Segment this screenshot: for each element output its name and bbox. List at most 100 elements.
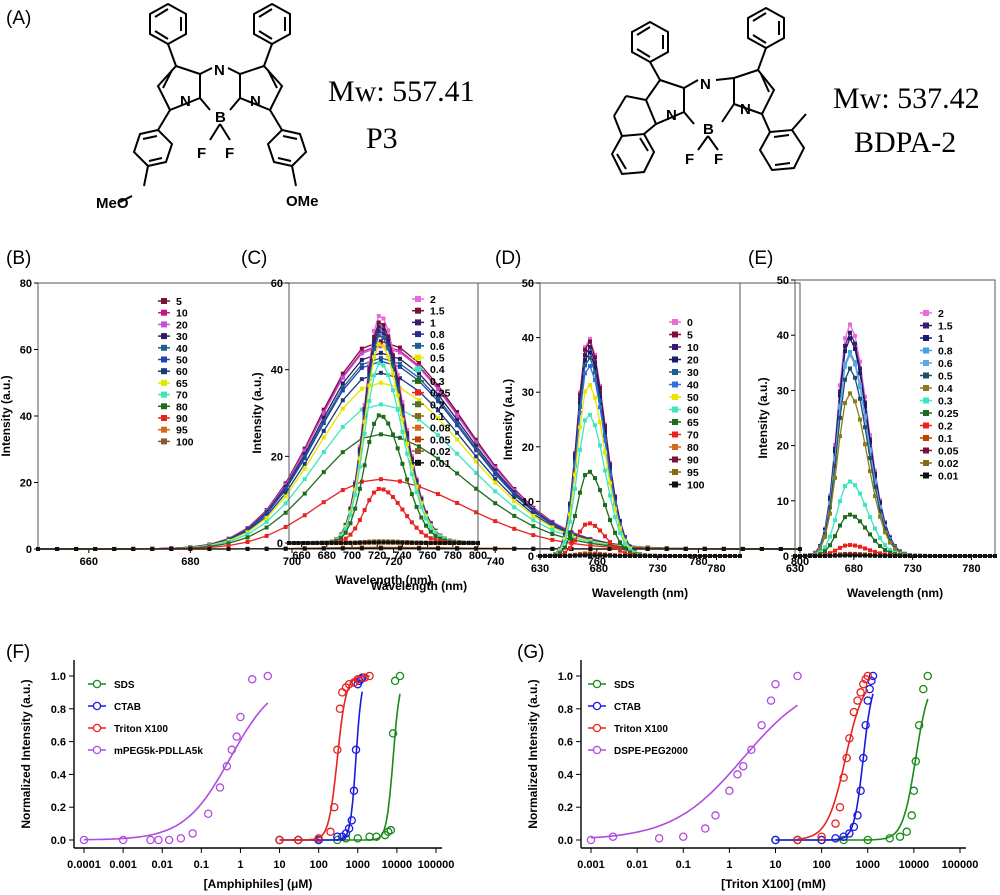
data-point — [455, 423, 460, 428]
data-point — [428, 540, 433, 545]
data-point — [828, 543, 832, 548]
data-point — [833, 463, 837, 468]
data-point — [858, 417, 862, 422]
x-tick-label: 0.01 — [152, 859, 173, 871]
data-point — [863, 404, 867, 409]
data-point — [417, 361, 421, 366]
data-point — [353, 834, 363, 843]
data-point — [873, 538, 877, 543]
x-tick-label: 0.001 — [109, 859, 137, 871]
legend-swatch-marker — [923, 410, 929, 416]
mw-bdpa2: Mw: 537.42 — [833, 82, 980, 115]
data-point — [438, 536, 443, 541]
data-point — [859, 679, 868, 689]
data-point — [79, 835, 89, 845]
data-point — [433, 533, 438, 538]
data-point — [245, 546, 250, 551]
data-point — [849, 822, 859, 832]
data-point — [861, 720, 870, 730]
data-point — [895, 832, 905, 841]
data-point — [531, 513, 536, 518]
data-point — [550, 546, 555, 551]
y-tick-label: 40 — [20, 411, 32, 423]
legend-swatch-marker — [923, 322, 929, 329]
data-point — [623, 539, 627, 544]
data-point — [296, 541, 301, 545]
data-point — [424, 513, 429, 518]
data-point — [603, 503, 607, 508]
atom-label: N — [180, 93, 191, 110]
y-tick-label: 1.0 — [51, 671, 66, 683]
data-point — [883, 526, 887, 531]
data-point — [362, 463, 367, 468]
data-point — [613, 515, 617, 520]
data-point — [623, 541, 627, 546]
data-point — [367, 383, 372, 388]
x-tick-label: 0.001 — [577, 859, 605, 871]
y-axis-label: Intensity (a.u.) — [250, 372, 264, 453]
data-point — [588, 355, 592, 360]
data-point — [343, 540, 348, 545]
data-point — [359, 407, 364, 412]
legend-item: 0.25 — [920, 408, 959, 420]
data-point — [493, 489, 498, 494]
data-point — [873, 549, 877, 554]
data-point — [598, 553, 602, 558]
legend-label: 0.4 — [430, 364, 445, 376]
y-tick-label: 60 — [20, 345, 32, 357]
data-point — [843, 483, 847, 488]
x-tick-label: 680 — [590, 563, 608, 575]
legend-swatch-marker — [415, 401, 421, 408]
data-point — [419, 540, 424, 545]
data-point — [455, 410, 460, 415]
legend-item: 100 — [669, 480, 705, 492]
data-point — [623, 553, 627, 558]
data-point — [365, 671, 374, 681]
legend-item: Triton X100 — [88, 723, 168, 735]
series-line — [795, 336, 995, 557]
data-point — [618, 540, 622, 545]
data-point — [828, 511, 832, 516]
data-point — [873, 553, 877, 558]
data-point — [397, 356, 402, 361]
data-point — [838, 405, 842, 410]
data-point — [919, 684, 928, 694]
data-point — [390, 360, 395, 365]
data-point — [531, 524, 536, 529]
legend-swatch-marker — [672, 456, 678, 463]
data-point — [583, 352, 587, 357]
data-point — [839, 835, 848, 845]
data-point — [583, 418, 587, 423]
data-point — [376, 342, 381, 347]
data-point — [390, 388, 395, 393]
data-point — [461, 540, 466, 545]
data-point — [378, 339, 383, 344]
data-point — [873, 484, 877, 489]
legend-swatch-marker — [923, 372, 929, 379]
data-point — [340, 546, 345, 551]
data-point — [381, 344, 386, 349]
y-axis-label: Intensity (a.u.) — [0, 375, 13, 456]
data-point — [858, 553, 862, 558]
structure-bdpa2 — [610, 6, 807, 176]
data-point — [321, 418, 326, 423]
data-point — [227, 745, 237, 755]
data-point — [386, 338, 391, 343]
data-point — [381, 414, 386, 419]
legend-item: 0.05 — [412, 434, 451, 446]
data-point — [340, 388, 345, 393]
data-point — [588, 339, 592, 344]
legend-label: 0.02 — [430, 446, 451, 458]
data-point — [678, 554, 682, 558]
data-point — [593, 423, 597, 428]
data-point — [400, 507, 405, 512]
data-point — [863, 394, 867, 399]
data-point — [878, 508, 882, 513]
data-point — [386, 372, 391, 377]
data-point — [349, 786, 359, 796]
data-point — [993, 554, 997, 558]
x-tick-label: 1000 — [856, 859, 880, 871]
data-point — [395, 671, 405, 681]
legend-item: 0.02 — [920, 458, 959, 470]
data-point — [853, 543, 857, 548]
